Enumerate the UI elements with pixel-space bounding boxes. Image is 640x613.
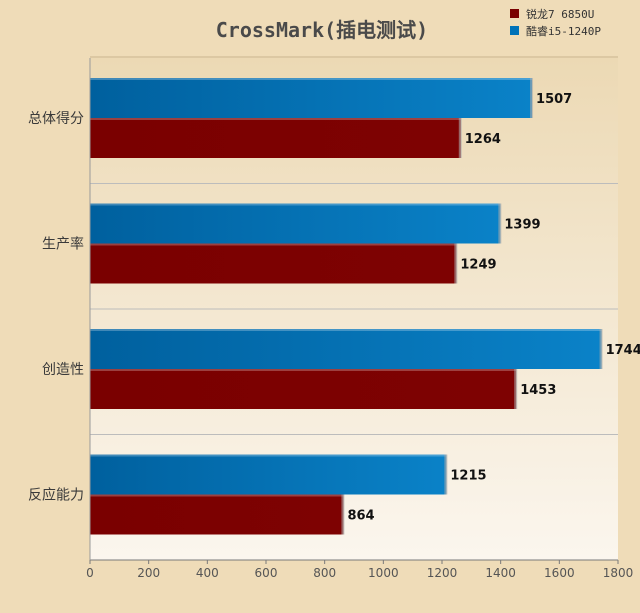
legend-label: 酷睿i5-1240P <box>526 24 601 38</box>
category-separators <box>90 183 618 435</box>
legend-swatch <box>510 9 519 18</box>
bar <box>90 369 517 409</box>
bar-highlight <box>90 203 501 206</box>
value-label: 1453 <box>520 383 556 398</box>
bar <box>90 494 344 535</box>
chart-title: CrossMark(插电测试) <box>216 18 428 42</box>
legend: 锐龙7 6850U 酷睿i5-1240P <box>510 7 601 38</box>
bar <box>90 243 457 284</box>
bar-edge <box>454 243 458 284</box>
bar-highlight <box>90 329 602 331</box>
bar-edge <box>458 118 462 158</box>
x-tick-label: 1800 <box>603 566 634 580</box>
bar <box>90 454 447 495</box>
bar <box>90 329 602 369</box>
x-tick-label: 0 <box>86 566 94 580</box>
bar-highlight <box>90 243 457 246</box>
bar-edge <box>498 203 502 244</box>
value-label: 1264 <box>465 132 501 147</box>
bar <box>90 203 501 244</box>
value-label: 1249 <box>460 258 496 273</box>
bar-highlight <box>90 118 461 120</box>
x-tick-label: 800 <box>313 566 336 580</box>
bar <box>90 118 461 158</box>
bar-highlight <box>90 78 533 80</box>
bar <box>90 78 533 118</box>
value-label: 1744 <box>606 343 640 358</box>
bar-edge <box>341 494 345 535</box>
x-tick-label: 1600 <box>544 566 575 580</box>
x-axis: 0 200 400 600 800 1000 1200 1400 1600 1800 <box>86 58 633 580</box>
value-labels: 1507 1264 1399 1249 1744 1453 1215 864 <box>347 92 640 524</box>
bar-highlight <box>90 494 344 497</box>
bar-edge <box>530 78 534 118</box>
x-tick-label: 600 <box>255 566 278 580</box>
bars <box>90 78 603 535</box>
x-tick-label: 1000 <box>368 566 399 580</box>
x-tick-label: 200 <box>137 566 160 580</box>
value-label: 1507 <box>536 92 572 107</box>
value-label: 864 <box>347 509 374 524</box>
bar-highlight <box>90 454 447 457</box>
bar-edge <box>514 369 518 409</box>
x-tick-label: 1400 <box>485 566 516 580</box>
value-label: 1399 <box>504 218 540 233</box>
value-label: 1215 <box>450 469 486 484</box>
legend-swatch <box>510 26 519 35</box>
category-label: 创造性 <box>42 362 84 378</box>
bar-edge <box>444 454 448 495</box>
x-tick-label: 1200 <box>427 566 458 580</box>
bar-edge <box>599 329 603 369</box>
x-tick-label: 400 <box>196 566 219 580</box>
legend-label: 锐龙7 6850U <box>526 7 594 21</box>
bar-highlight <box>90 369 517 371</box>
category-label: 总体得分 <box>28 110 84 127</box>
category-label: 反应能力 <box>28 487 84 504</box>
category-label: 生产率 <box>42 236 84 253</box>
